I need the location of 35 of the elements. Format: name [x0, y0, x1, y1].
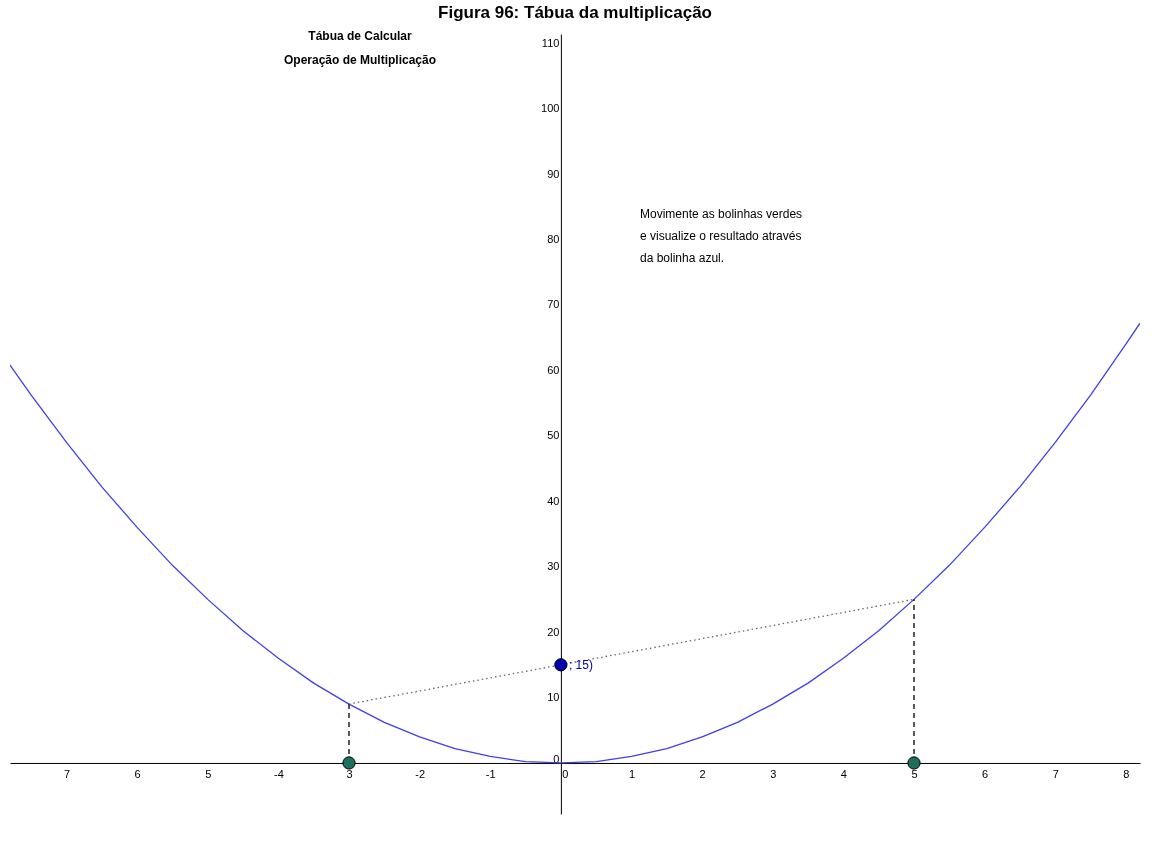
- x-tick-label: -4: [273, 768, 284, 781]
- annotation: ; 15): [568, 657, 593, 672]
- y-tick-label: 70: [547, 298, 560, 311]
- annotation: da bolinha azul.: [640, 251, 725, 265]
- annotation: Movimente as bolinhas verdes: [640, 207, 803, 221]
- x-tick-label: 8: [1123, 768, 1130, 781]
- y-tick-label: 100: [541, 102, 560, 115]
- x-tick-label: 6: [134, 768, 141, 781]
- x-tick-label: 4: [840, 768, 847, 781]
- x-tick-label: 1: [628, 768, 636, 781]
- x-tick-label: 7: [1052, 768, 1059, 781]
- x-tick-label: 6: [982, 768, 989, 781]
- y-tick-label: 90: [547, 167, 560, 180]
- y-tick-label: 60: [547, 363, 560, 376]
- x-tick-label: 5: [911, 768, 918, 781]
- x-tick-label: 3: [346, 768, 353, 781]
- y-tick-label: 50: [547, 429, 560, 442]
- annotation: Operação de Multiplicação: [283, 53, 437, 67]
- annotation: Tábua de Calcular: [308, 29, 413, 43]
- annotation: e visualize o resultado através: [640, 229, 802, 243]
- x-tick-label: 2: [699, 768, 706, 781]
- line-series: [10, 322, 1140, 764]
- x-tick-label: 3: [770, 768, 777, 781]
- y-tick-label: 30: [547, 560, 560, 573]
- y-tick-label: 10: [547, 691, 560, 704]
- y-tick-label: 110: [541, 36, 560, 49]
- y-tick-label: 40: [547, 494, 560, 507]
- x-tick-label: 0: [562, 768, 569, 781]
- y-tick-label: 80: [547, 232, 560, 245]
- chart-title: Figura 96: Tábua da multiplicação: [438, 3, 712, 22]
- x-tick-label: 5: [205, 768, 212, 781]
- x-tick-label: 7: [63, 768, 71, 781]
- y-tick-label: 20: [547, 625, 560, 638]
- x-tick-label: -1: [485, 768, 496, 781]
- x-tick-label: -2: [415, 768, 426, 781]
